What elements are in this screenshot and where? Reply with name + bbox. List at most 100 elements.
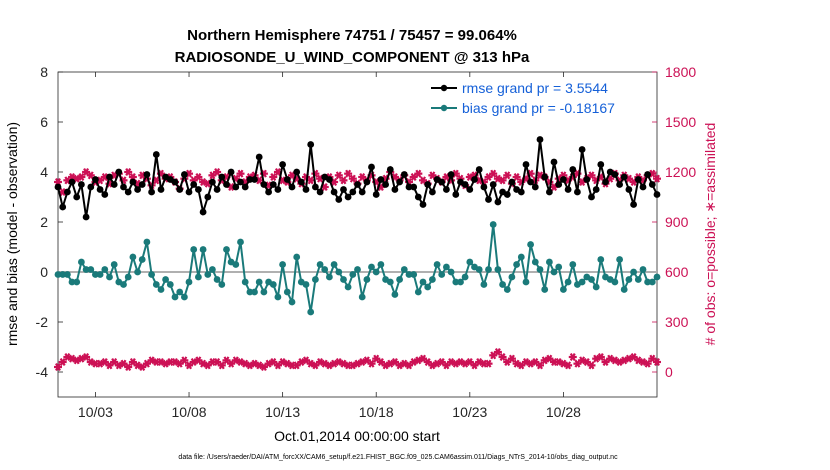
- series-bias-point: [503, 286, 511, 293]
- series-bias-point: [237, 238, 244, 246]
- series-rmse-point: [92, 176, 99, 183]
- series-rmse-point: [326, 176, 333, 183]
- obs-count-marker: [587, 361, 596, 370]
- series-bias-point: [536, 266, 544, 273]
- series-bias-point: [110, 261, 118, 268]
- obs-count-marker: [334, 171, 343, 180]
- series-bias-point: [251, 288, 258, 296]
- series-rmse-point: [152, 151, 160, 158]
- series-rmse-point: [199, 208, 207, 216]
- series-rmse-point: [611, 171, 619, 178]
- series-bias-point: [616, 256, 623, 263]
- series-rmse-point: [377, 176, 385, 183]
- series-rmse-point: [597, 161, 605, 168]
- series-rmse-point: [283, 176, 291, 183]
- series-bias-point: [302, 281, 310, 288]
- series-rmse: [54, 136, 661, 221]
- series-rmse-point: [218, 173, 226, 181]
- series-rmse-point: [255, 153, 263, 161]
- series-rmse-point: [171, 178, 179, 186]
- x-axis-label: Oct.01,2014 00:00:00 start: [274, 428, 440, 444]
- series-rmse-point: [564, 186, 572, 193]
- obs-count-marker: [194, 172, 203, 182]
- series-bias-point: [527, 241, 534, 248]
- obs-count-marker: [236, 169, 245, 178]
- series-rmse-point: [419, 201, 427, 208]
- series-bias-point: [82, 266, 90, 273]
- left-y-tick-label: 0: [40, 264, 48, 280]
- series-rmse-point: [443, 186, 450, 193]
- series-bias-point: [101, 266, 109, 273]
- series-bias-point: [653, 273, 661, 281]
- series-rmse-point: [396, 178, 403, 186]
- series-rmse-point: [625, 186, 633, 193]
- obs-count-marker: [414, 169, 423, 178]
- series-bias-point: [260, 288, 268, 296]
- obs-count-marker: [498, 352, 507, 362]
- series-rmse-point: [429, 188, 436, 196]
- x-tick-label: 10/18: [359, 404, 394, 420]
- left-y-tick-label: 8: [40, 64, 48, 80]
- series-rmse-point: [386, 166, 394, 173]
- legend: rmse grand pr = 3.5544 bias grand pr = -…: [425, 78, 653, 118]
- chart-title-line2: RADIOSONDE_U_WIND_COMPONENT @ 313 hPa: [175, 49, 530, 66]
- series-rmse-point: [438, 178, 446, 186]
- right-y-tick-label: 0: [665, 364, 673, 380]
- series-rmse-point: [634, 176, 642, 183]
- legend-rmse-marker: [440, 84, 448, 92]
- obs-count-marker: [653, 174, 661, 183]
- series-rmse-point: [503, 191, 511, 198]
- obs-count-marker: [86, 171, 95, 180]
- series-bias-point: [499, 281, 506, 288]
- series-bias-point: [213, 276, 221, 283]
- series-bias-point: [312, 276, 319, 283]
- obs-count-marker: [344, 169, 353, 178]
- series-rmse-point: [101, 191, 109, 198]
- series-bias-point: [405, 271, 413, 278]
- right-y-tick-label: 900: [665, 214, 689, 230]
- obs-count-marker: [82, 352, 91, 362]
- series-bias-point: [550, 268, 558, 276]
- left-y-tick-label: 6: [40, 114, 48, 130]
- series-bias-point: [433, 261, 441, 268]
- series-bias-point: [340, 276, 347, 283]
- series-rmse-point: [517, 188, 525, 196]
- series-rmse-point: [620, 173, 628, 181]
- legend-rmse-label: rmse grand pr = 3.5544: [462, 80, 608, 96]
- series-rmse-point: [349, 188, 357, 196]
- series-rmse-point: [489, 181, 497, 188]
- series-rmse-point: [190, 181, 198, 188]
- series-rmse-point: [227, 168, 235, 176]
- series-rmse-point: [574, 188, 581, 196]
- series-bias-point: [321, 266, 329, 273]
- series-bias-point: [307, 308, 315, 316]
- series-bias-point: [344, 283, 352, 291]
- series-rmse-point: [195, 186, 202, 193]
- series-bias-point: [157, 286, 165, 293]
- series-rmse-point: [54, 183, 62, 191]
- series-bias-point: [241, 278, 249, 286]
- series-bias-point: [475, 266, 483, 273]
- obs-count-marker: [58, 357, 67, 367]
- series-bias-point: [644, 278, 651, 286]
- right-y-tick-label: 1200: [665, 164, 696, 180]
- series-bias-point: [368, 263, 375, 271]
- right-y-tick-label: 1800: [665, 64, 696, 80]
- series-bias-point: [592, 283, 600, 291]
- series-rmse-point: [115, 168, 123, 176]
- series-bias-point: [223, 246, 230, 253]
- x-tick-label: 10/13: [265, 404, 300, 420]
- obs-count-marker: [339, 176, 348, 185]
- right-y-tick-label: 300: [665, 314, 689, 330]
- series-rmse-point: [475, 166, 483, 173]
- series-rmse-point: [410, 183, 418, 191]
- obs-count-marker: [77, 172, 86, 182]
- obs-count-marker: [503, 171, 512, 180]
- series-bias-point: [569, 261, 577, 268]
- series-bias-point: [494, 266, 502, 273]
- series-rmse-point: [541, 173, 549, 181]
- series-bias-point: [457, 278, 464, 286]
- series-rmse-point: [143, 171, 151, 178]
- series-bias-point: [522, 278, 530, 286]
